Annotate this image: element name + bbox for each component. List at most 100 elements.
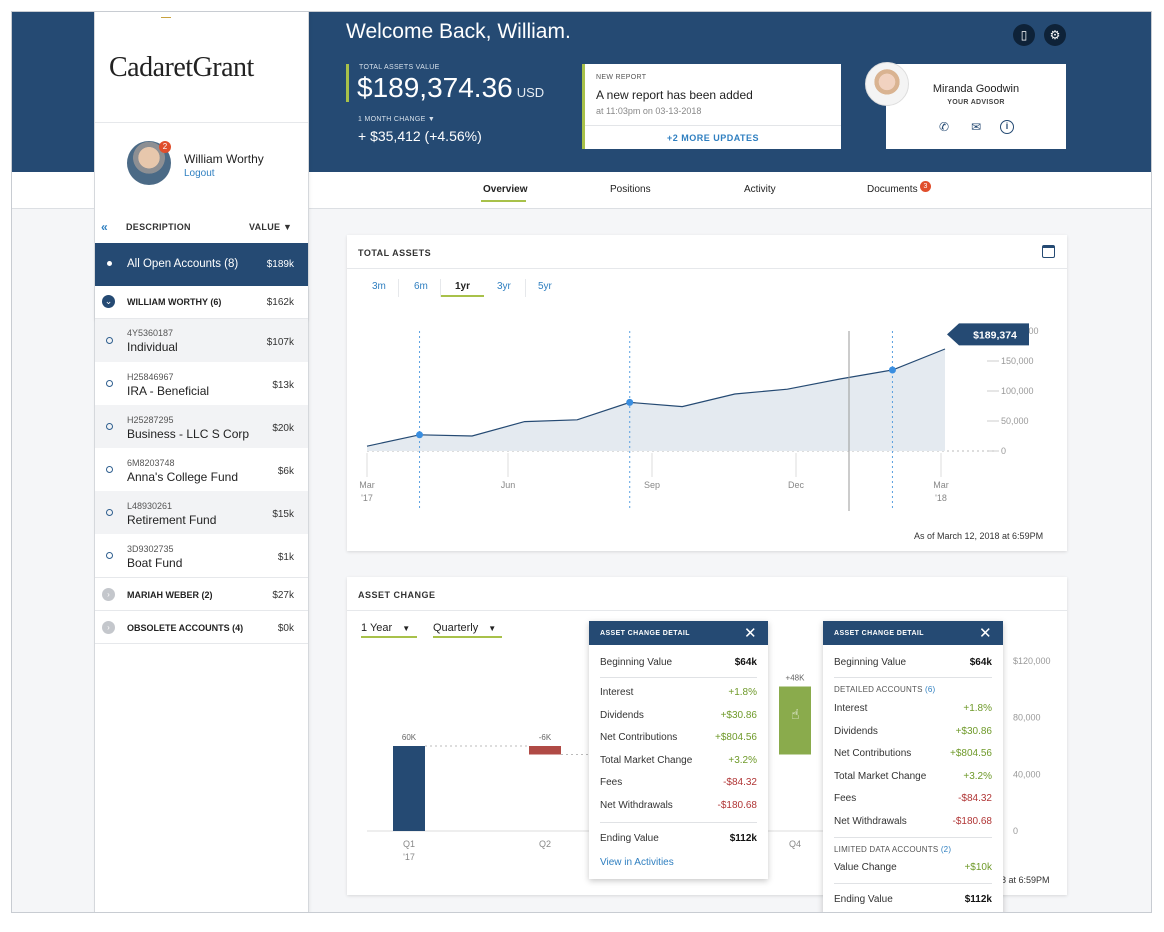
- divider: [834, 883, 992, 884]
- detail-value: -$180.68: [952, 816, 992, 827]
- account-name: Anna's College Fund: [127, 470, 239, 484]
- detail-label: Interest: [600, 687, 634, 698]
- range-5yr[interactable]: 5yr: [538, 281, 552, 292]
- account-group-obsolete[interactable]: › OBSOLETE ACCOUNTS (4) $0k: [95, 611, 308, 644]
- detail-value: -$84.32: [723, 777, 757, 788]
- detail-value: +$30.86: [955, 726, 992, 737]
- detail-label: Net Withdrawals: [600, 800, 673, 811]
- caret-down-icon[interactable]: ▼: [283, 222, 293, 232]
- account-number: 6M8203748: [127, 458, 175, 468]
- account-name: All Open Accounts (8): [127, 258, 239, 270]
- beginning-value: $64k: [734, 657, 757, 668]
- phone-icon[interactable]: ✆: [938, 120, 950, 134]
- detailed-accounts-label: DETAILED ACCOUNTS: [834, 685, 923, 694]
- chevron-right-icon[interactable]: ›: [102, 621, 115, 634]
- tab-overview[interactable]: Overview: [483, 184, 528, 195]
- more-updates-link[interactable]: +2 MORE UPDATES: [585, 125, 841, 149]
- close-icon[interactable]: ✕: [744, 625, 757, 642]
- total-accent-bar: [346, 64, 349, 102]
- detail-label: Interest: [834, 703, 868, 714]
- range-3m[interactable]: 3m: [372, 281, 386, 292]
- range-3yr[interactable]: 3yr: [497, 281, 511, 292]
- account-row[interactable]: H25287295 Business - LLC S Corp $20k: [95, 405, 308, 448]
- detail-label: Total Market Change: [600, 755, 693, 766]
- divider: [834, 677, 992, 678]
- interval-value: Quarterly: [433, 622, 479, 634]
- account-row-all[interactable]: All Open Accounts (8) $189k: [95, 243, 308, 286]
- gear-icon[interactable]: ⚙: [1044, 24, 1066, 46]
- range-6m[interactable]: 6m: [414, 281, 428, 292]
- account-row[interactable]: 6M8203748 Anna's College Fund $6k: [95, 448, 308, 491]
- range-1yr[interactable]: 1yr: [455, 281, 471, 292]
- divider: [834, 837, 992, 838]
- caret-down-icon: ▼: [488, 624, 497, 633]
- account-name: Individual: [127, 340, 178, 354]
- month-change-label: 1 MONTH CHANGE: [358, 116, 426, 123]
- value-column-sort[interactable]: VALUE: [249, 222, 281, 232]
- group-label: MARIAH WEBER (2): [127, 590, 213, 600]
- account-name: Retirement Fund: [127, 513, 217, 527]
- close-icon[interactable]: ✕: [979, 625, 992, 642]
- data-point: [416, 431, 424, 439]
- x-tick-label: Mar: [933, 480, 949, 490]
- info-icon[interactable]: i: [1000, 120, 1014, 134]
- asset-change-chart[interactable]: $120,00080,00040,000060KQ1'17-6KQ2Q3+48K…: [347, 637, 1067, 867]
- group-value: $0k: [277, 623, 294, 634]
- notification-badge: 2: [159, 141, 171, 153]
- bar: [779, 686, 811, 755]
- as-of-timestamp-partial: 8 at 6:59PM: [1001, 875, 1050, 885]
- account-row[interactable]: H25846967 IRA - Beneficial $13k: [95, 362, 308, 405]
- accounts-header: « DESCRIPTION VALUE ▼: [95, 212, 308, 242]
- account-number: L48930261: [127, 501, 173, 511]
- bar-label: +48K: [786, 674, 806, 683]
- tab-activity[interactable]: Activity: [744, 184, 776, 195]
- account-value: $15k: [272, 509, 294, 520]
- group-value: $27k: [272, 590, 294, 601]
- chevron-down-icon[interactable]: ⌄: [102, 295, 115, 308]
- mobile-device-icon[interactable]: ▯: [1013, 24, 1035, 46]
- account-number: 3D9302735: [127, 544, 174, 554]
- calendar-icon[interactable]: [1042, 245, 1055, 258]
- detail-value: +1.8%: [728, 687, 757, 698]
- month-change-dropdown[interactable]: 1 MONTH CHANGE ▼: [358, 116, 435, 123]
- x-tick-label: Q4: [789, 839, 801, 849]
- y-tick-label: $120,000: [1013, 656, 1051, 666]
- view-in-activities-link[interactable]: View in Activities: [600, 857, 674, 868]
- account-value: $20k: [272, 423, 294, 434]
- callout-value: $189,374: [973, 329, 1017, 341]
- account-dot-icon: [106, 466, 113, 473]
- ending-value: $112k: [729, 833, 757, 844]
- period-select[interactable]: 1 Year ▼: [361, 622, 417, 638]
- detail-label: Fees: [600, 777, 623, 788]
- chevron-right-icon[interactable]: ›: [102, 588, 115, 601]
- user-name: William Worthy: [184, 152, 264, 166]
- total-unit: USD: [516, 85, 545, 100]
- interval-select[interactable]: Quarterly ▼: [433, 622, 502, 638]
- account-row[interactable]: 3D9302735 Boat Fund $1k: [95, 534, 308, 578]
- app-frame: Welcome Back, William. TOTAL ASSETS VALU…: [11, 11, 1152, 913]
- total-assets-chart[interactable]: $200,000150,000100,00050,0000Mar'17JunSe…: [347, 301, 1067, 521]
- new-report-card[interactable]: NEW REPORT A new report has been added a…: [582, 64, 841, 149]
- account-group-william[interactable]: ⌄ WILLIAM WORTHY (6) $162k: [95, 286, 308, 319]
- account-row[interactable]: 4Y5360187 Individual $107k: [95, 319, 308, 362]
- x-tick-label: Q1: [403, 839, 415, 849]
- tab-documents[interactable]: Documents: [867, 184, 918, 195]
- popup-title: ASSET CHANGE DETAIL: [600, 630, 690, 637]
- description-column: DESCRIPTION: [126, 222, 191, 232]
- panel-divider: [347, 268, 1067, 269]
- selected-dot-icon: [107, 261, 112, 266]
- tab-positions[interactable]: Positions: [610, 184, 651, 195]
- period-value: 1 Year: [361, 622, 393, 634]
- logout-link[interactable]: Logout: [184, 168, 215, 179]
- collapse-sidebar-icon[interactable]: «: [101, 220, 108, 234]
- account-row[interactable]: L48930261 Retirement Fund $15k: [95, 491, 308, 534]
- report-title: A new report has been added: [596, 88, 753, 102]
- limited-accounts-heading: LIMITED DATA ACCOUNTS (2): [834, 845, 951, 854]
- company-logo: CadaretGrant: [109, 52, 254, 83]
- account-group-mariah[interactable]: › MARIAH WEBER (2) $27k: [95, 578, 308, 611]
- mail-icon[interactable]: ✉: [970, 120, 982, 134]
- account-dot-icon: [106, 380, 113, 387]
- total-assets-value: $189,374.36 USD: [357, 72, 544, 104]
- pointer-cursor-icon: ☝: [791, 707, 800, 723]
- detail-label: Fees: [834, 793, 857, 804]
